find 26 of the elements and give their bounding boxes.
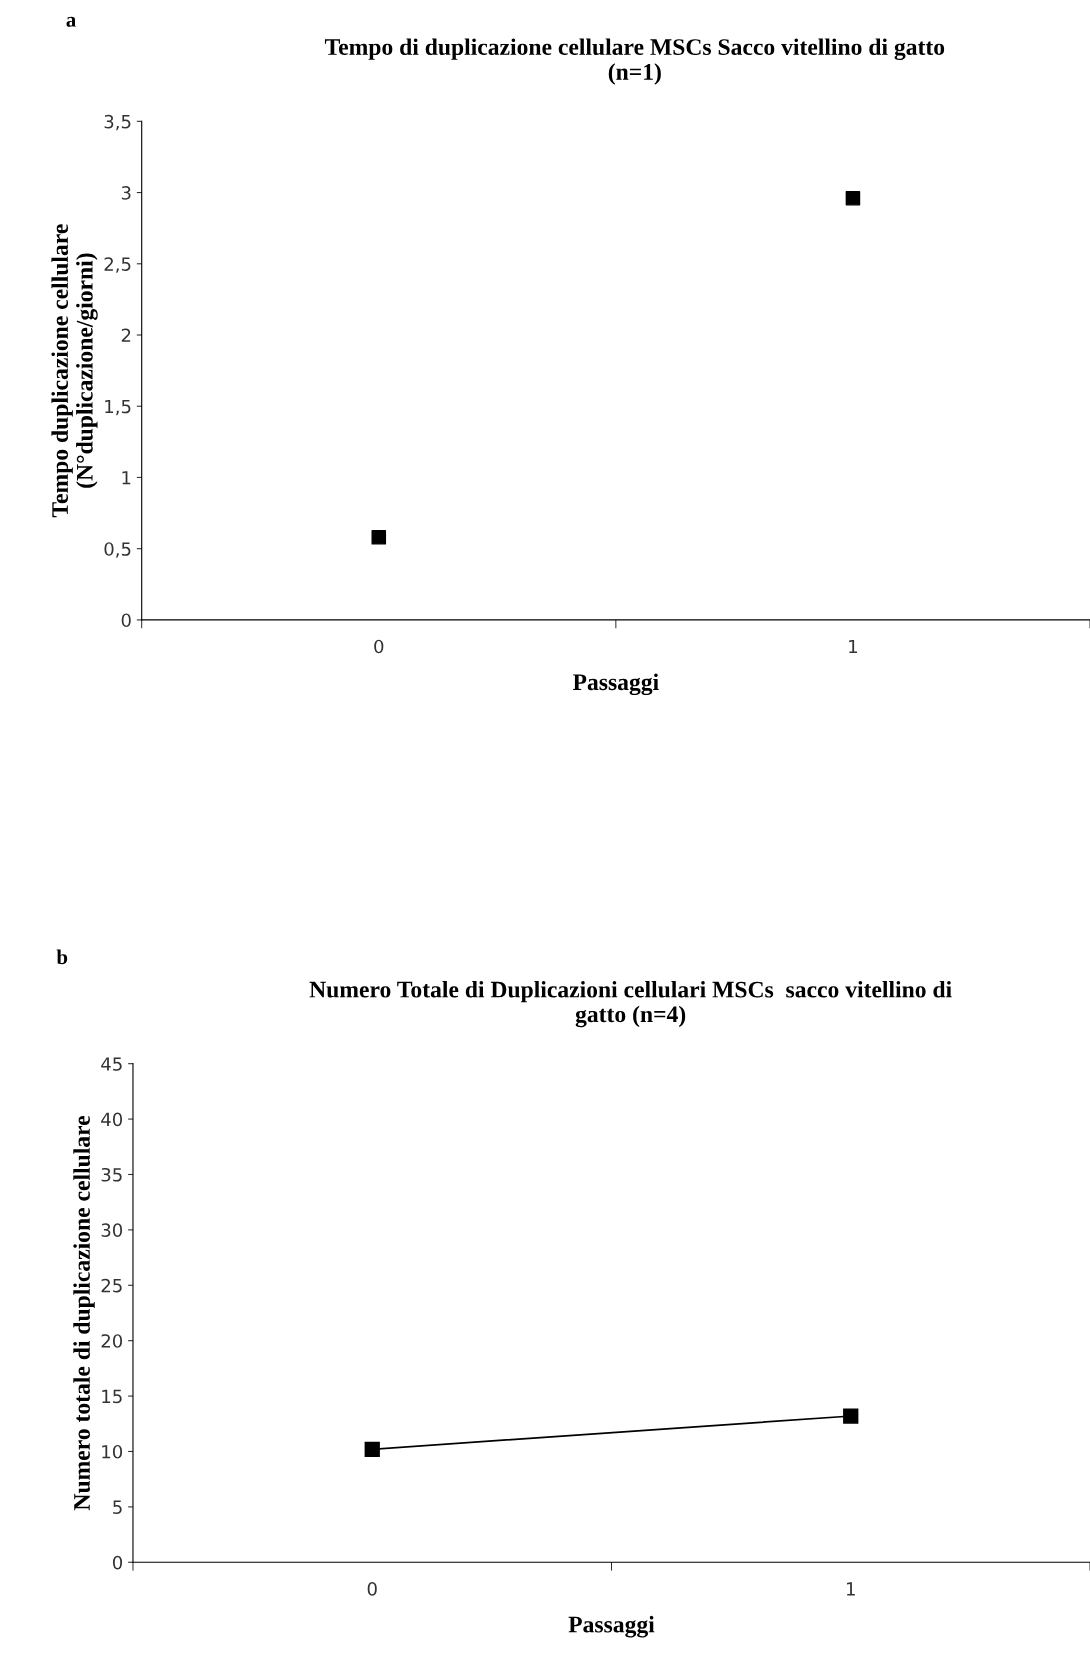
y-tick-label: 3: [121, 186, 131, 200]
y-tick-label: 1,5: [105, 399, 131, 416]
y-tick-label: 10: [102, 1444, 123, 1459]
y-tick-label: 0,5: [104, 542, 131, 558]
y-tick-label: 0: [112, 1555, 123, 1570]
y-tick-label: 2,5: [104, 257, 131, 273]
y-tick-label: 25: [101, 1278, 122, 1293]
chart-title: Tempo di duplicazione cellulare MSCs Sacco vitellino di gatto (n=1): [324, 38, 945, 85]
y-axis-title: Tempo duplicazione cellulare (N°duplicazione/giorni): [51, 224, 98, 518]
x-axis-title: Passaggi: [568, 1615, 655, 1638]
y-tick-label: 1: [122, 471, 131, 485]
y-tick-label: 45: [101, 1057, 122, 1071]
text: b: [56, 949, 68, 965]
y-axis-title: Numero totale di duplicazione cellulare: [73, 1115, 95, 1511]
y-tick-label: 2: [121, 328, 131, 342]
y-tick-label: 0: [121, 613, 131, 628]
text: a: [66, 16, 76, 27]
y-tick-label: 15: [102, 1389, 122, 1404]
y-tick-label: 40: [101, 1112, 123, 1127]
chart-title: Numero Totale di Duplicazioni cellulari MSCs sacco vitellino di gatto (n=4): [309, 980, 952, 1028]
x-axis-title: Passaggi: [572, 673, 659, 696]
y-tick-label: 20: [101, 1334, 123, 1348]
y-tick-label: 35: [101, 1167, 122, 1182]
y-tick-label: 30: [101, 1223, 123, 1237]
y-tick-label: 5: [113, 1500, 122, 1514]
y-tick-label: 3,5: [104, 114, 131, 131]
